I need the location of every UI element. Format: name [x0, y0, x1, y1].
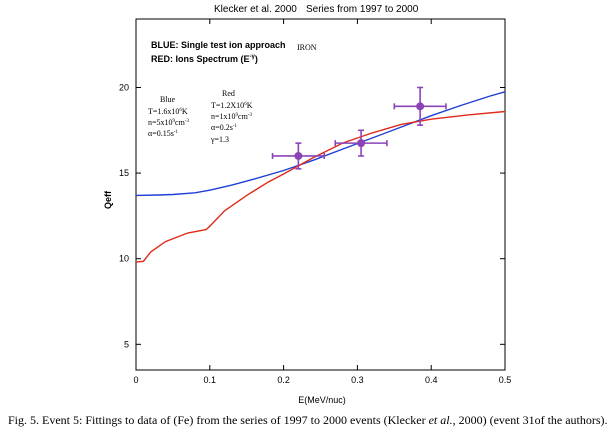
- data-point: [357, 139, 366, 148]
- y-tick-label: 20: [119, 82, 129, 92]
- param-red-density-unit-exp: -3: [248, 113, 253, 118]
- data-point: [294, 151, 303, 160]
- param-blue-block: Blue T=1.6x106K n=5x109cm-3 α=0.15s-1: [148, 95, 189, 138]
- param-red-density-unit: cm: [238, 112, 249, 121]
- x-tick-label: 0.3: [351, 375, 364, 385]
- series-layer: [135, 91, 506, 263]
- red-fit-line: [135, 110, 506, 263]
- points-layer: [271, 86, 447, 170]
- param-red-temp: T=1.2X106K: [211, 101, 253, 110]
- param-red-alpha: α=0.2s-1: [211, 123, 237, 132]
- x-tick-label: 0.2: [277, 375, 290, 385]
- param-red-density-text: n=1x10: [211, 112, 236, 121]
- param-blue-density-text: n=5x10: [148, 118, 173, 127]
- header-left-label: Klecker et al. 2000: [214, 4, 297, 15]
- param-blue-alpha: α=0.15s-1: [148, 129, 178, 138]
- param-red-temp-exp: 6: [244, 102, 247, 107]
- y-tick-label: 10: [119, 254, 129, 264]
- plot-frame: [135, 18, 506, 371]
- param-blue-temp: T=1.6x106K: [148, 107, 188, 116]
- param-blue-density-unit: cm: [175, 118, 186, 127]
- x-tick-label: 0: [133, 375, 138, 385]
- x-axis-label: E(MeV/nuc): [298, 395, 346, 405]
- y-tick-label: 15: [119, 168, 129, 178]
- param-blue-temp-unit: K: [182, 107, 188, 116]
- caption-part1: Fig. 5. Event 5: Fittings to data of (Fe…: [8, 413, 429, 427]
- legend-red: RED: Ions Spectrum (E-γ): [151, 54, 258, 64]
- y-axis-label: Qeff: [103, 190, 113, 209]
- param-red-alpha-text: α=0.2s: [211, 123, 233, 132]
- param-blue-alpha-exp: -1: [174, 130, 179, 135]
- param-red-gamma: γ=1.3: [210, 135, 229, 144]
- param-red-alpha-exp: -1: [233, 124, 238, 129]
- data-point: [416, 102, 425, 111]
- x-tick-label: 0.5: [499, 375, 512, 385]
- legend-element: IRON: [297, 43, 317, 52]
- legend-red-close: ): [255, 54, 258, 64]
- param-red-temp-text: T=1.2X10: [211, 101, 244, 110]
- legend-blue: BLUE: Single test ion approach: [151, 40, 286, 50]
- tick-group: 0 0.1 0.2 0.3 0.4 0.5 5 10 15 20: [119, 19, 511, 385]
- param-blue-density: n=5x109cm-3: [148, 118, 189, 127]
- x-tick-label: 0.4: [425, 375, 438, 385]
- legend-red-text: RED: Ions Spectrum (E: [151, 54, 250, 64]
- param-red-temp-unit: K: [247, 101, 253, 110]
- param-blue-temp-exp: 6: [179, 108, 182, 113]
- blue-fit-line: [135, 91, 506, 197]
- caption-italic: et al.: [428, 413, 453, 427]
- figure-caption: Fig. 5. Event 5: Fittings to data of (Fe…: [8, 413, 608, 428]
- param-blue-density-unit-exp: -3: [185, 119, 190, 124]
- param-blue-title: Blue: [160, 95, 176, 104]
- param-blue-density-exp: 9: [173, 119, 176, 124]
- x-tick-label: 0.1: [204, 375, 217, 385]
- param-red-density-exp: 9: [236, 113, 239, 118]
- param-blue-temp-text: T=1.6x10: [148, 107, 179, 116]
- legend-red-exp: -γ: [250, 54, 256, 60]
- param-red-density: n=1x109cm-3: [211, 112, 252, 121]
- param-blue-alpha-text: α=0.15s: [148, 129, 174, 138]
- param-red-title: Red: [222, 89, 235, 98]
- y-tick-label: 5: [124, 339, 129, 349]
- caption-part2: , 2000) (event 31of the authors).: [452, 413, 608, 427]
- header-right-label: Series from 1997 to 2000: [306, 4, 419, 15]
- param-red-block: Red T=1.2X106K n=1x109cm-3 α=0.2s-1 γ=1.…: [210, 89, 253, 144]
